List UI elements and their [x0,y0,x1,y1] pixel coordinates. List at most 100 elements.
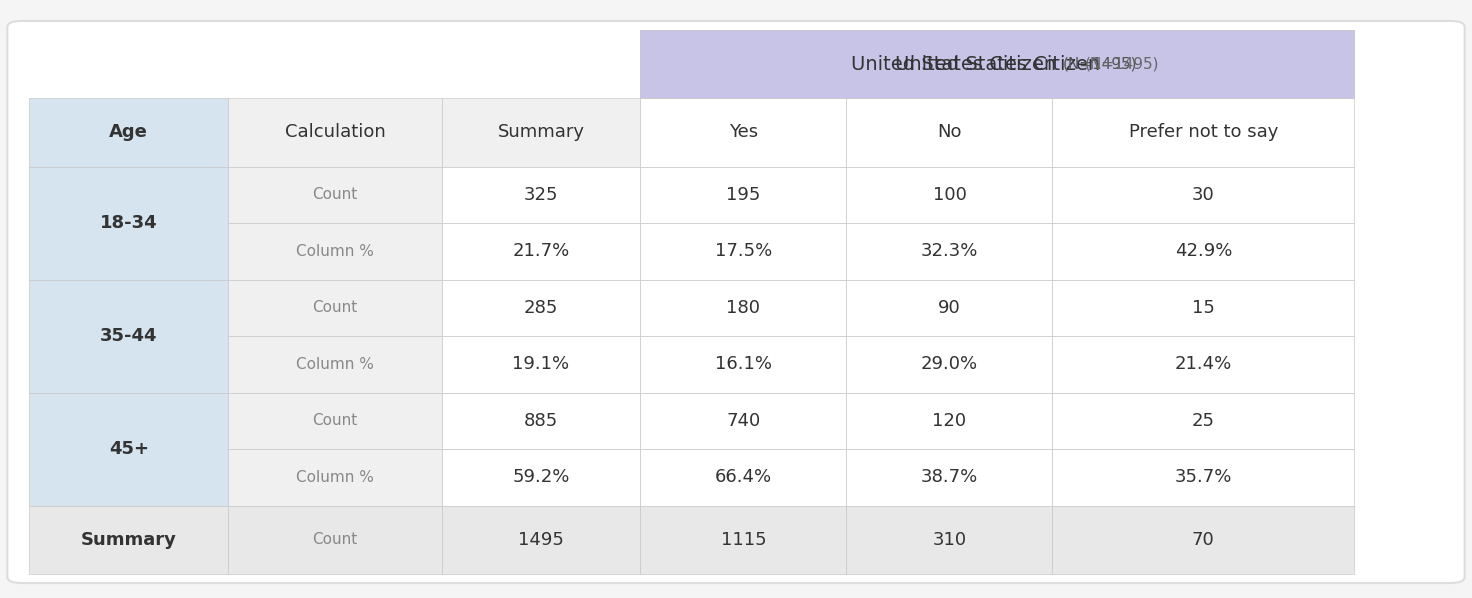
Bar [29,30,228,98]
Text: 17.5%: 17.5% [715,242,771,261]
Bar [640,98,846,167]
Bar [1052,167,1354,223]
Text: 90: 90 [938,299,961,317]
Bar [846,336,1052,393]
Text: 70: 70 [1192,531,1214,549]
Text: Summary: Summary [498,124,584,142]
Text: 32.3%: 32.3% [921,242,977,261]
Text: 1115: 1115 [721,531,765,549]
Text: 21.7%: 21.7% [512,242,570,261]
Text: Count: Count [312,300,358,315]
Text: Summary: Summary [81,531,177,549]
Bar [1052,336,1354,393]
Text: Calculation: Calculation [284,124,386,142]
Text: 19.1%: 19.1% [512,355,570,373]
Bar [228,449,442,506]
Bar [640,30,1354,98]
Text: 35.7%: 35.7% [1175,468,1232,486]
Bar [1052,506,1354,574]
Text: Yes: Yes [729,124,758,142]
Bar [228,98,442,167]
Text: 35-44: 35-44 [100,327,158,345]
Text: 25: 25 [1192,412,1214,430]
Text: Column %: Column % [296,470,374,485]
Bar [29,506,228,574]
Text: 15: 15 [1192,299,1214,317]
Bar [442,167,640,223]
Text: 285: 285 [524,299,558,317]
Bar [640,223,846,280]
Text: 885: 885 [524,412,558,430]
Bar [846,280,1052,336]
Text: 100: 100 [932,186,967,204]
Bar [228,506,442,574]
Text: 310: 310 [932,531,967,549]
Text: 740: 740 [726,412,761,430]
Text: Count: Count [312,532,358,547]
Bar [442,506,640,574]
Bar [846,223,1052,280]
Text: (N=1495): (N=1495) [1085,57,1160,72]
Bar [846,167,1052,223]
Text: Count: Count [312,413,358,428]
Text: 59.2%: 59.2% [512,468,570,486]
Text: Age: Age [109,124,149,142]
Text: 325: 325 [524,186,558,204]
Text: United States Citizen: United States Citizen [895,54,1100,74]
Bar [29,280,228,393]
Bar [640,506,846,574]
Bar [228,30,442,98]
Text: 45+: 45+ [109,440,149,458]
Text: 29.0%: 29.0% [921,355,977,373]
Text: 38.7%: 38.7% [921,468,977,486]
Text: 21.4%: 21.4% [1175,355,1232,373]
Bar [846,393,1052,449]
Bar [640,393,846,449]
Bar [846,98,1052,167]
Bar [1052,98,1354,167]
Text: 195: 195 [726,186,761,204]
Bar [846,449,1052,506]
Bar [640,280,846,336]
Bar [228,393,442,449]
Bar [1052,280,1354,336]
Bar [442,336,640,393]
Bar [29,167,228,280]
Bar [640,449,846,506]
Bar [442,280,640,336]
Text: Count: Count [312,187,358,203]
Text: 66.4%: 66.4% [715,468,771,486]
Text: Prefer not to say: Prefer not to say [1129,124,1278,142]
Bar [1052,223,1354,280]
Bar [640,167,846,223]
Bar [442,30,640,98]
Bar [228,223,442,280]
Bar [228,280,442,336]
Bar [228,336,442,393]
Bar [442,449,640,506]
FancyBboxPatch shape [7,21,1465,583]
Bar [228,167,442,223]
Text: (N=1495): (N=1495) [1063,57,1138,72]
Text: 180: 180 [726,299,761,317]
Text: Column %: Column % [296,357,374,372]
Bar [442,393,640,449]
Bar [1052,393,1354,449]
Text: 1495: 1495 [518,531,564,549]
Bar [442,98,640,167]
Bar [29,393,228,506]
Bar [442,223,640,280]
Bar [29,98,228,167]
Text: United States Citizen: United States Citizen [851,54,1055,74]
Bar [640,30,1354,98]
Text: No: No [938,124,961,142]
Bar [1052,449,1354,506]
Bar [640,336,846,393]
Bar [846,506,1052,574]
Text: 18-34: 18-34 [100,214,158,232]
Text: 30: 30 [1192,186,1214,204]
Text: 42.9%: 42.9% [1175,242,1232,261]
Text: 16.1%: 16.1% [715,355,771,373]
Text: 120: 120 [932,412,967,430]
Text: Column %: Column % [296,244,374,259]
